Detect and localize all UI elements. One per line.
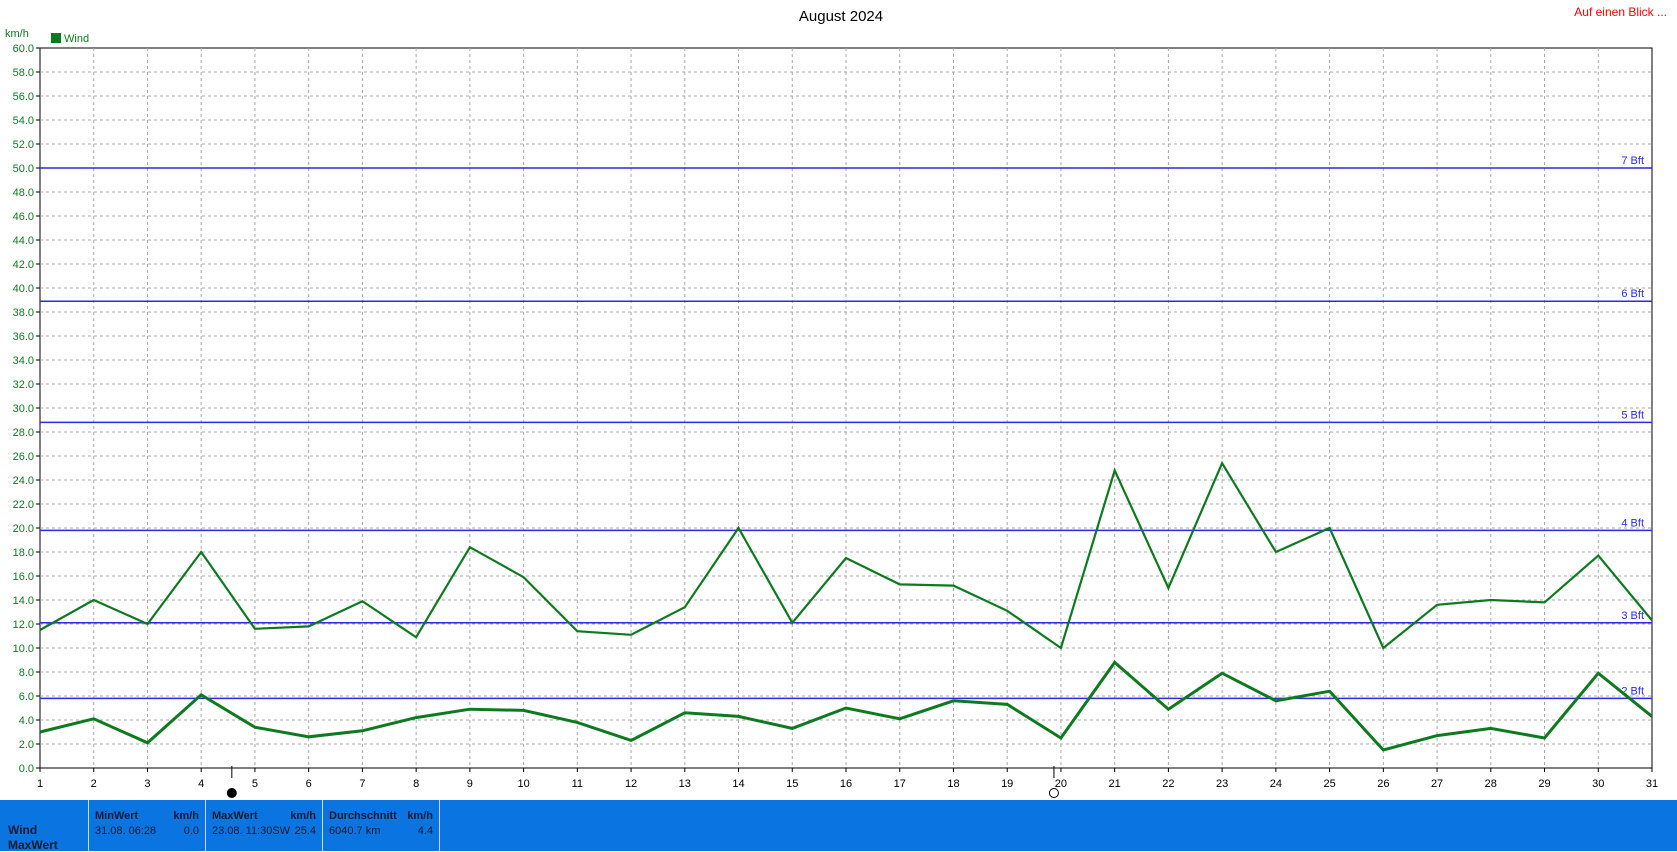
stat-min-unit: km/h (173, 810, 199, 822)
y-tick-label: 48.0 (13, 187, 34, 199)
y-tick-label: 24.0 (13, 475, 34, 487)
chart-title: August 2024 (799, 8, 883, 25)
x-tick-label: 21 (1109, 778, 1121, 790)
x-tick-label: 25 (1323, 778, 1335, 790)
stats-row-label-wind: Wind (8, 823, 37, 837)
y-tick-label: 18.0 (13, 547, 34, 559)
moon-markers (227, 766, 1058, 798)
stat-avg-unit: km/h (407, 810, 433, 822)
x-tick-label: 19 (1001, 778, 1013, 790)
x-tick-label: 22 (1162, 778, 1174, 790)
y-tick-label: 16.0 (13, 571, 34, 583)
x-tick-label: 30 (1592, 778, 1604, 790)
stat-max-value: 25.4 (295, 825, 316, 837)
x-tick-label: 27 (1431, 778, 1443, 790)
y-tick-label: 38.0 (13, 307, 34, 319)
x-tick-label: 24 (1270, 778, 1282, 790)
beaufort-label: 3 Bft (1621, 610, 1644, 622)
y-tick-label: 50.0 (13, 163, 34, 175)
x-tick-label: 31 (1646, 778, 1658, 790)
y-tick-label: 28.0 (13, 427, 34, 439)
y-tick-label: 22.0 (13, 499, 34, 511)
y-tick-label: 60.0 (13, 43, 34, 55)
stat-avg-value: 4.4 (418, 825, 433, 837)
y-tick-label: 12.0 (13, 619, 34, 631)
y-tick-label: 10.0 (13, 643, 34, 655)
x-tick-label: 28 (1485, 778, 1497, 790)
y-tick-label: 46.0 (13, 211, 34, 223)
x-tick-label: 6 (306, 778, 312, 790)
y-axis-unit: km/h (5, 28, 29, 40)
full-moon-icon (1049, 789, 1058, 798)
y-tick-label: 40.0 (13, 283, 34, 295)
stat-max-when: 23.08. 11:30SW (212, 825, 290, 837)
x-tick-label: 16 (840, 778, 852, 790)
x-tick-label: 8 (413, 778, 419, 790)
y-tick-label: 8.0 (19, 667, 34, 679)
x-tick-label: 23 (1216, 778, 1228, 790)
stat-min-value: 0.0 (184, 825, 199, 837)
stat-min: MinWert km/h 31.08. 06:28 0.0 (88, 800, 205, 851)
y-tick-label: 30.0 (13, 403, 34, 415)
new-moon-icon (227, 789, 236, 798)
x-tick-label: 7 (359, 778, 365, 790)
stat-min-header: MinWert (95, 810, 138, 822)
x-tick-label: 9 (467, 778, 473, 790)
stat-max-unit: km/h (290, 810, 316, 822)
x-tick-label: 2 (91, 778, 97, 790)
overview-link[interactable]: Auf einen Blick ... (1574, 5, 1667, 19)
beaufort-label: 4 Bft (1621, 517, 1644, 529)
y-tick-label: 54.0 (13, 115, 34, 127)
stats-row-label-maxwert: MaxWert (8, 838, 58, 852)
y-tick-label: 56.0 (13, 91, 34, 103)
beaufort-label: 7 Bft (1621, 155, 1644, 167)
x-tick-label: 11 (572, 778, 583, 790)
stat-min-when: 31.08. 06:28 (95, 825, 156, 837)
x-tick-label: 20 (1055, 778, 1067, 790)
x-tick-label: 18 (947, 778, 959, 790)
beaufort-label: 5 Bft (1621, 409, 1644, 421)
x-tick-label: 29 (1538, 778, 1550, 790)
x-tick-label: 14 (732, 778, 744, 790)
y-tick-label: 2.0 (19, 739, 34, 751)
y-tick-label: 36.0 (13, 331, 34, 343)
stats-panel: Wind MaxWert MinWert km/h 31.08. 06:28 0… (0, 800, 1677, 851)
y-tick-label: 44.0 (13, 235, 34, 247)
legend-swatch-wind (51, 33, 61, 43)
y-tick-label: 20.0 (13, 523, 34, 535)
x-tick-label: 12 (625, 778, 637, 790)
legend-label-wind: Wind (64, 33, 89, 45)
stat-avg-when: 6040.7 km (329, 825, 380, 837)
x-tick-label: 5 (252, 778, 258, 790)
x-tick-label: 3 (144, 778, 150, 790)
y-tick-label: 14.0 (13, 595, 34, 607)
x-tick-label: 26 (1377, 778, 1389, 790)
y-tick-label: 26.0 (13, 451, 34, 463)
x-tick-label: 10 (517, 778, 529, 790)
x-tick-label: 17 (894, 778, 906, 790)
y-tick-label: 4.0 (19, 715, 34, 727)
y-tick-label: 6.0 (19, 691, 34, 703)
y-tick-label: 58.0 (13, 67, 34, 79)
y-tick-label: 42.0 (13, 259, 34, 271)
y-tick-label: 32.0 (13, 379, 34, 391)
stat-max-header: MaxWert (212, 810, 258, 822)
x-tick-label: 15 (786, 778, 798, 790)
y-tick-label: 52.0 (13, 139, 34, 151)
stat-avg-header: Durchschnitt (329, 810, 397, 822)
x-tick-label: 1 (37, 778, 43, 790)
y-tick-label: 34.0 (13, 355, 34, 367)
y-tick-label: 0.0 (19, 763, 34, 775)
beaufort-label: 6 Bft (1621, 288, 1644, 300)
x-tick-label: 4 (198, 778, 204, 790)
stat-max: MaxWert km/h 23.08. 11:30SW 25.4 (205, 800, 322, 851)
x-tick-label: 13 (679, 778, 691, 790)
stat-avg: Durchschnitt km/h 6040.7 km 4.4 (322, 800, 440, 851)
